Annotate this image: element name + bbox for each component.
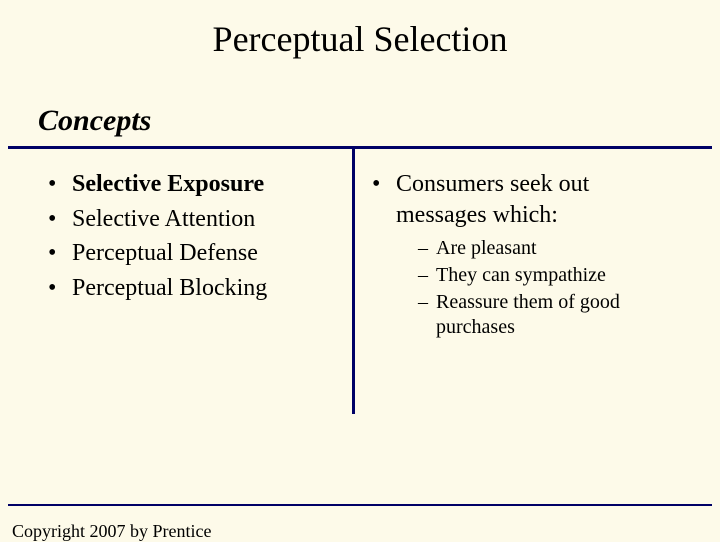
bullet-text: Consumers seek out messages which: <box>396 171 589 228</box>
bullet-text: Selective Exposure <box>72 171 264 197</box>
right-column: Consumers seek out messages which: Are p… <box>352 169 704 344</box>
list-item: Perceptual Defense <box>48 238 340 269</box>
slide-title: Perceptual Selection <box>0 0 720 60</box>
bullet-text: Perceptual Blocking <box>72 275 267 301</box>
content-columns: Selective Exposure Selective Attention P… <box>0 149 720 344</box>
bullet-text: Selective Attention <box>72 206 255 232</box>
sub-list-item: Reassure them of good purchases <box>418 290 684 340</box>
left-bullet-list: Selective Exposure Selective Attention P… <box>48 169 340 304</box>
list-item: Perceptual Blocking <box>48 273 340 304</box>
bullet-text: Perceptual Defense <box>72 240 258 266</box>
sub-bullet-text: Reassure them of good purchases <box>436 291 620 338</box>
divider-bottom <box>8 504 712 506</box>
sub-bullet-text: Are pleasant <box>436 237 537 259</box>
list-item: Selective Exposure <box>48 169 340 200</box>
sub-bullet-text: They can sympathize <box>436 264 606 286</box>
vertical-separator <box>352 146 355 414</box>
copyright-text: Copyright 2007 by Prentice <box>12 521 211 542</box>
list-item: Selective Attention <box>48 204 340 235</box>
left-column: Selective Exposure Selective Attention P… <box>0 169 352 344</box>
right-bullet-list: Consumers seek out messages which: Are p… <box>372 169 684 340</box>
slide-subtitle: Concepts <box>0 60 720 146</box>
sub-bullet-list: Are pleasant They can sympathize Reassur… <box>418 236 684 340</box>
list-item: Consumers seek out messages which: Are p… <box>372 169 684 340</box>
sub-list-item: Are pleasant <box>418 236 684 261</box>
sub-list-item: They can sympathize <box>418 263 684 288</box>
